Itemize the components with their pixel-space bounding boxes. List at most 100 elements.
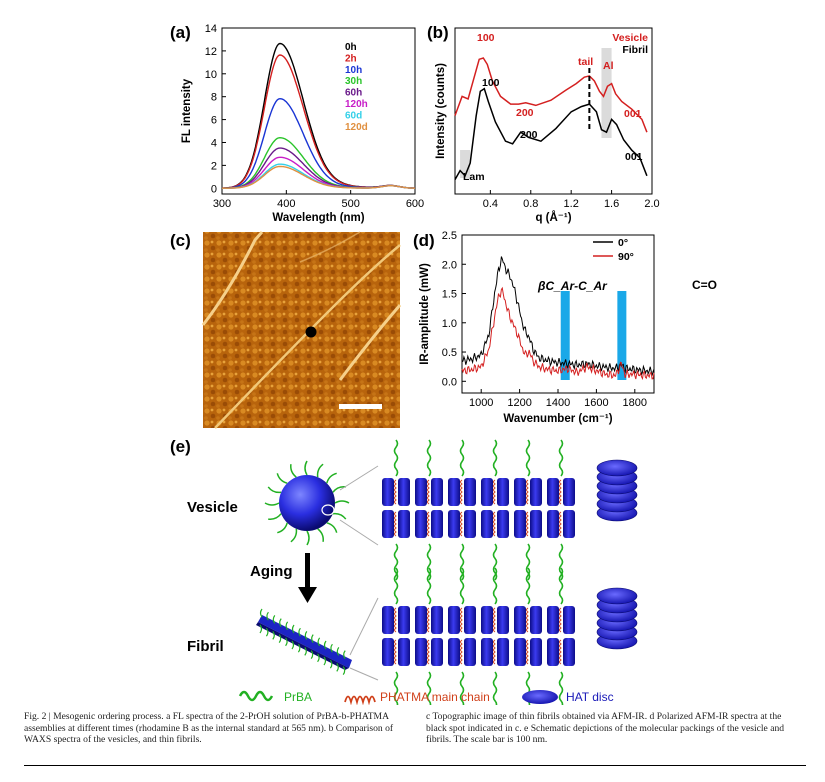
fibril-chain	[329, 659, 333, 669]
x-tick-label: 1400	[546, 397, 570, 409]
x-tick-label: 1200	[507, 397, 531, 409]
hat-cylinder	[563, 510, 575, 538]
hat-cylinder	[547, 510, 559, 538]
y-axis-label: IR-amplitude (mW)	[419, 263, 431, 365]
hat-cylinder	[415, 638, 427, 666]
hat-cylinder	[398, 606, 410, 634]
fibril-chain	[285, 637, 288, 647]
hat-cylinder	[563, 638, 575, 666]
hat-cylinder	[514, 606, 526, 634]
y-tick-label: 2.5	[442, 230, 457, 242]
legend-60d: 60d	[345, 110, 362, 121]
hat-cylinder	[382, 638, 394, 666]
hat-disc-icon	[522, 690, 558, 704]
bottom-chain	[426, 671, 432, 705]
hat-disc	[596, 459, 638, 477]
x-tick-label: 1.2	[564, 198, 579, 210]
x-tick-label: 400	[277, 198, 295, 210]
hat-cylinder	[514, 478, 526, 506]
y-tick-label: 2.0	[442, 259, 457, 271]
fibril-chain	[265, 627, 269, 637]
hat-cylinder	[497, 606, 509, 634]
vesicle-chain	[326, 472, 337, 484]
top-chain	[459, 439, 465, 477]
main-chain-coil	[460, 607, 463, 633]
hat-disc-stacks	[596, 459, 638, 650]
ann-v-001: 001	[624, 108, 642, 120]
fibril-chain	[298, 627, 301, 637]
main-chain-coil	[526, 479, 529, 505]
hat-cylinder	[382, 478, 394, 506]
fibril-chain	[330, 643, 333, 653]
y-tick-label: 4	[211, 137, 217, 149]
hat-cylinder	[431, 606, 443, 634]
band-label-1: C=O	[692, 278, 717, 292]
main-chain-coil	[427, 607, 430, 633]
legend-phatma: PHATMA main chain	[380, 690, 490, 704]
ann-f-001: 001	[625, 151, 643, 163]
legend-vesicle: Vesicle	[612, 32, 648, 44]
caption-right: c Topographic image of thin fibrils obta…	[426, 711, 785, 746]
fibril-packing-stack	[382, 567, 575, 705]
legend-prba: PrBA	[284, 690, 312, 704]
top-chain	[459, 567, 465, 605]
top-chain	[558, 439, 564, 477]
vesicle-sphere-icon	[264, 460, 350, 546]
y-tick-label: 8	[211, 92, 217, 104]
fibril-chain	[291, 624, 295, 634]
series-120d	[221, 165, 415, 189]
measurement-spot	[305, 326, 317, 338]
fibril-chain	[310, 650, 314, 659]
x-tick-label: 300	[213, 198, 231, 210]
fibril-chain	[323, 656, 327, 666]
x-axis-label: Wavenumber (cm⁻¹)	[503, 413, 612, 425]
top-chain	[525, 567, 531, 605]
legend-hat: HAT disc	[566, 690, 614, 704]
scale-bar	[339, 404, 382, 409]
hat-cylinder	[481, 510, 493, 538]
figure: (a) 300 400 500 600 0 2 4 6 8 10 12 14 Wavelength (n…	[170, 23, 717, 705]
panel-c-label: (c)	[170, 231, 191, 250]
hat-cylinder	[464, 510, 476, 538]
vesicle-chain	[268, 513, 282, 520]
hat-cylinder	[547, 638, 559, 666]
vesicle-chain	[276, 473, 288, 484]
band	[601, 48, 612, 138]
legend-30h: 30h	[345, 76, 362, 87]
x-tick-label: 500	[341, 198, 359, 210]
top-chain	[558, 567, 564, 605]
bottom-chain	[492, 671, 498, 705]
series-Vesicle	[454, 57, 648, 133]
hat-cylinder	[530, 478, 542, 506]
vesicle-packing-stack	[382, 439, 575, 581]
hat-cylinder	[464, 478, 476, 506]
legend-fibril: Fibril	[622, 44, 648, 56]
hat-cylinder	[514, 510, 526, 538]
fibril-chain	[266, 611, 269, 621]
vesicle-chain	[264, 502, 280, 506]
hat-cylinder	[497, 478, 509, 506]
hat-cylinder	[415, 510, 427, 538]
legend-2h: 2h	[345, 53, 357, 64]
vesicle-label: Vesicle	[187, 499, 238, 516]
fibril-chain	[323, 640, 327, 650]
main-chain-coil	[427, 639, 430, 665]
hat-cylinder	[382, 606, 394, 634]
band-0	[560, 291, 570, 380]
legend-120d: 120d	[345, 122, 368, 133]
vesicle-chain	[317, 528, 324, 542]
top-chain	[525, 439, 531, 477]
hat-cylinder	[398, 510, 410, 538]
ann-f-100: 100	[482, 77, 500, 89]
hat-cylinder	[563, 478, 575, 506]
top-chain	[393, 439, 399, 477]
top-chain	[492, 439, 498, 477]
x-tick-label: 1000	[469, 397, 493, 409]
fibril-chain	[336, 663, 339, 672]
hat-cylinder	[547, 478, 559, 506]
main-chain-coil	[460, 479, 463, 505]
packing-schematic: Vesicle Aging Fibril PrBA	[187, 439, 638, 705]
legend-120h: 120h	[345, 99, 368, 110]
main-chain-coil	[493, 607, 496, 633]
main-chain-coil	[460, 639, 463, 665]
